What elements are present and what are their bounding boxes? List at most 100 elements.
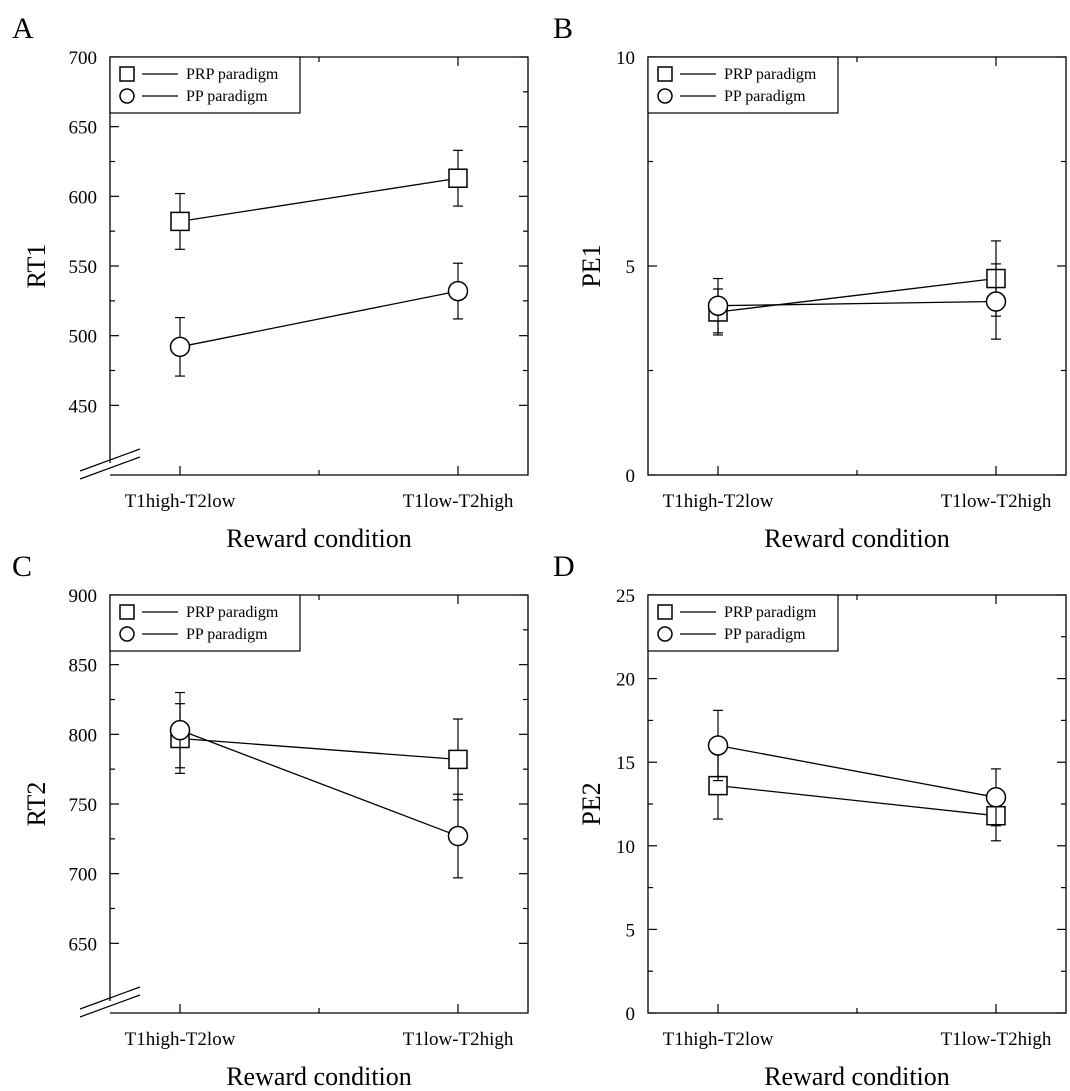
panel-letter: D [553, 550, 575, 583]
y-tick-label: 900 [69, 586, 98, 607]
series-square [708, 751, 1006, 842]
x-axis-label: Reward condition [764, 1062, 950, 1091]
series-line [717, 277, 997, 313]
legend-box [109, 594, 301, 652]
chart-panel-c: C 650 700 750 800 850 900 T1high-T2low T1low-T2h… [12, 550, 529, 1091]
x-tick-label: T1high-T2low [663, 491, 774, 512]
y-axis-label: PE1 [577, 244, 606, 287]
plot-frame [109, 56, 529, 476]
legend: PRP paradigm PP paradigm [647, 56, 839, 114]
series-line [179, 737, 459, 761]
x-axis-label: Reward condition [226, 1062, 412, 1091]
plot-frame [109, 594, 529, 1014]
chart-panel-a: A 450 500 550 600 650 700 T1high-T2low T1low-T2h… [12, 12, 529, 553]
legend-entry: PRP paradigm [724, 66, 817, 83]
y-tick-label: 850 [69, 656, 98, 677]
y-tick-label: 750 [69, 795, 98, 816]
y-tick-label: 5 [626, 257, 636, 278]
series-circle [169, 691, 469, 879]
x-tick-label: T1low-T2high [403, 491, 514, 512]
legend-square-icon [119, 604, 135, 620]
series-square [170, 149, 468, 250]
y-tick-label: 10 [616, 48, 635, 69]
legend-circle-icon [657, 88, 673, 104]
legend-circle-icon [119, 88, 135, 104]
y-tick-label: 5 [626, 920, 636, 941]
x-tick-label: T1low-T2high [941, 1029, 1052, 1050]
y-tick-label: 10 [616, 837, 635, 858]
data-point-circle [169, 336, 191, 358]
y-tick-label: 800 [69, 725, 98, 746]
legend-box [647, 56, 839, 114]
y-tick-label: 450 [69, 396, 98, 417]
x-tick-label: T1low-T2high [403, 1029, 514, 1050]
chart-panel-d: D 0 5 10 15 20 25 T1high-T2low T1low-T2high PE2 Re… [553, 550, 1067, 1091]
legend: PRP paradigm PP paradigm [109, 594, 301, 652]
x-axis-label: Reward condition [764, 524, 950, 553]
y-tick-label: 15 [616, 753, 635, 774]
legend-circle-icon [119, 626, 135, 642]
series-line [718, 300, 996, 307]
x-tick-label: T1high-T2low [125, 1029, 236, 1050]
y-tick-label: 25 [616, 586, 635, 607]
data-point-circle [985, 787, 1007, 808]
y-tick-label: 550 [69, 257, 98, 278]
y-tick-label: 0 [626, 466, 636, 487]
axis-break-mark [79, 986, 141, 1010]
axis-break-mark [79, 456, 141, 480]
y-tick-label: 600 [69, 187, 98, 208]
series-circle [169, 262, 469, 377]
data-point-square [448, 749, 468, 770]
y-axis-label: PE2 [577, 782, 606, 825]
x-axis-label: Reward condition [226, 524, 412, 553]
legend-box [647, 594, 839, 652]
legend-square-icon [657, 66, 673, 82]
x-tick-label: T1high-T2low [663, 1029, 774, 1050]
y-axis-label: RT2 [22, 782, 51, 827]
axis-break-mark [79, 448, 141, 472]
y-tick-label: 20 [616, 670, 635, 691]
series-line [179, 729, 459, 837]
y-tick-label: 650 [69, 118, 98, 139]
y-tick-label: 0 [626, 1004, 636, 1025]
legend-entry: PRP paradigm [724, 604, 817, 621]
panel-letter: A [12, 12, 34, 45]
series-square [170, 703, 468, 801]
data-point-circle [447, 280, 469, 302]
x-tick-label: T1low-T2high [941, 491, 1052, 512]
legend-square-icon [119, 66, 135, 82]
series-line [717, 744, 997, 798]
series-circle [707, 263, 1007, 340]
series-line [179, 290, 459, 348]
legend-box [109, 56, 301, 114]
legend-entry: PP paradigm [186, 626, 268, 643]
y-tick-label: 500 [69, 327, 98, 348]
legend: PRP paradigm PP paradigm [647, 594, 839, 652]
legend-entry: PP paradigm [186, 88, 268, 105]
legend-entry: PP paradigm [724, 626, 806, 643]
series-line [717, 784, 997, 817]
data-point-square [170, 211, 190, 232]
legend-circle-icon [657, 626, 673, 642]
data-point-circle [447, 825, 469, 847]
plot-frame [647, 56, 1067, 476]
axis-break-mark [79, 994, 141, 1018]
panel-letter: C [12, 550, 32, 583]
data-point-circle [169, 719, 191, 741]
series-square [708, 240, 1006, 336]
y-tick-label: 650 [69, 934, 98, 955]
legend-entry: PRP paradigm [186, 604, 279, 621]
series-circle [707, 709, 1007, 827]
data-point-circle [985, 291, 1007, 312]
x-tick-label: T1high-T2low [125, 491, 236, 512]
legend-entry: PP paradigm [724, 88, 806, 105]
y-tick-label: 700 [69, 865, 98, 886]
series-line [179, 177, 459, 223]
legend: PRP paradigm PP paradigm [109, 56, 301, 114]
y-tick-label: 700 [69, 48, 98, 69]
y-axis-label: RT1 [22, 244, 51, 289]
chart-panel-b: B 0 5 10 T1high-T2low T1low-T2high PE1 Reward c… [553, 12, 1067, 553]
data-point-circle [707, 735, 729, 756]
legend-entry: PRP paradigm [186, 66, 279, 83]
